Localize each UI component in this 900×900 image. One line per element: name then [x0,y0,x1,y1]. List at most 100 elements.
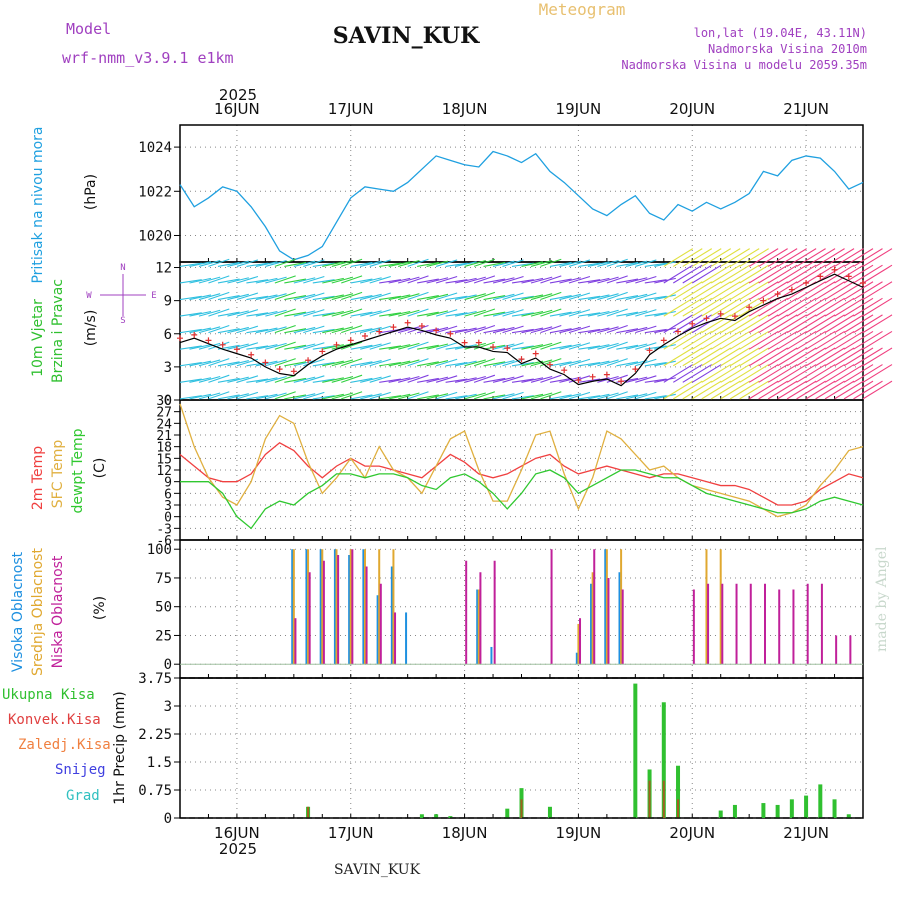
wind-arrow [511,295,534,301]
wind-arrow [227,393,249,400]
wind-arrow [255,360,278,367]
wind-arrow [521,393,544,400]
wind-gust-marker [632,366,639,373]
precip-bar-convective [648,780,651,818]
precip-bar-convective [520,799,523,818]
wind-arrow [616,261,639,267]
wind-arrow [682,248,713,267]
wind-arrow [350,261,373,267]
wind-arrow [303,391,325,400]
wind-arrow [654,294,676,301]
wind-arrow [786,364,817,383]
wind-arrow [398,375,420,383]
wind-arrow [540,308,562,317]
wind-arrow [511,378,534,383]
wind-arrow [853,281,883,301]
wind-arrow [189,344,212,350]
model-elevation-text: Nadmorska Visina u modelu 2059.35m [621,58,867,72]
wind-arrow [815,364,845,383]
wind-arrow [312,378,335,383]
wind-arrow [293,343,316,350]
wind-arrow [796,248,826,267]
wind-arrow [663,248,694,267]
panel-cloud: 0 25 50 75 100 [147,539,864,679]
wind-arrow [616,328,639,334]
wind-arrow [729,364,760,383]
wind-arrow [369,375,391,383]
wind-arrow [729,281,760,301]
wind-arrow [654,261,676,267]
wind-arrow [426,293,449,301]
wind-arrow [369,309,391,317]
wind-arrow [312,361,335,367]
wind-arrow [511,279,534,284]
wind-arrow [587,261,610,267]
wind-arrow [454,393,477,400]
wind-arrow [853,314,883,334]
wind-arrow [227,343,249,350]
precip-bar-total [633,683,638,818]
wind-gust-marker [760,297,767,304]
wind-arrow [691,364,722,383]
wind-arrow [179,361,202,367]
wind-arrow [217,278,240,284]
wind-arrow [635,275,657,284]
y-tick-label: 3 [164,699,172,715]
wind-gust-marker [845,273,852,280]
precip-bar-total [732,804,737,818]
wind-arrow [805,248,836,267]
wind-gust-marker [333,341,340,348]
wind-arrow [777,264,807,284]
wind-arrow [360,293,382,301]
wind-arrow [549,311,572,317]
wind-arrow [644,395,667,400]
wind-arrow [398,359,420,367]
wind-arrow [473,358,496,367]
wind-arrow [597,392,619,400]
wind-arrow [198,309,221,317]
wind-arrow [720,347,750,367]
wind-arrow [606,358,628,367]
wind-arrow [303,375,325,383]
wind-arrow [521,261,544,267]
wind-gust-marker [177,335,183,342]
wind-arrow [511,395,534,400]
wind-arrow [511,262,534,267]
wind-arrow [407,358,429,367]
wind-arrow [786,380,817,400]
wind-arrow [492,360,515,367]
wind-arrow [189,393,212,400]
y-tick-label: 12 [155,261,172,277]
wind-arrow [483,278,506,284]
wind-arrow [483,377,506,383]
y-tick-label: 21 [156,429,172,444]
panel-pressure: 1020 1022 1024 [138,124,864,263]
wind-arrow [739,264,769,284]
wind-arrow [179,378,202,383]
wind-arrow [274,308,296,317]
wind-arrow [568,342,591,350]
wind-arrow [682,330,713,350]
wind-arrow [293,393,316,400]
wind-arrow [236,275,259,284]
wind-arrow [843,330,874,350]
panel-precip: 0 0.75 1.5 2.25 3 3.75 [138,671,864,827]
wind-arrow [246,328,269,334]
wind-arrow [398,276,420,284]
wind-arrow [805,380,836,400]
wind-arrow [217,328,240,334]
precip-bar-total [448,816,453,818]
wind-arrow [805,330,836,350]
wind-arrow [701,248,732,267]
wind-arrow [265,309,287,317]
wind-arrow [473,325,496,334]
wind-arrow [454,261,477,267]
wind-arrow [398,260,420,267]
wind-arrow [417,278,439,284]
wind-arrow [720,248,750,267]
wind-arrow [435,358,458,367]
wind-gust-marker [675,328,682,335]
wind-arrow [549,295,572,301]
top-day-label: 19JUN [556,100,602,118]
wind-arrow [739,281,769,301]
